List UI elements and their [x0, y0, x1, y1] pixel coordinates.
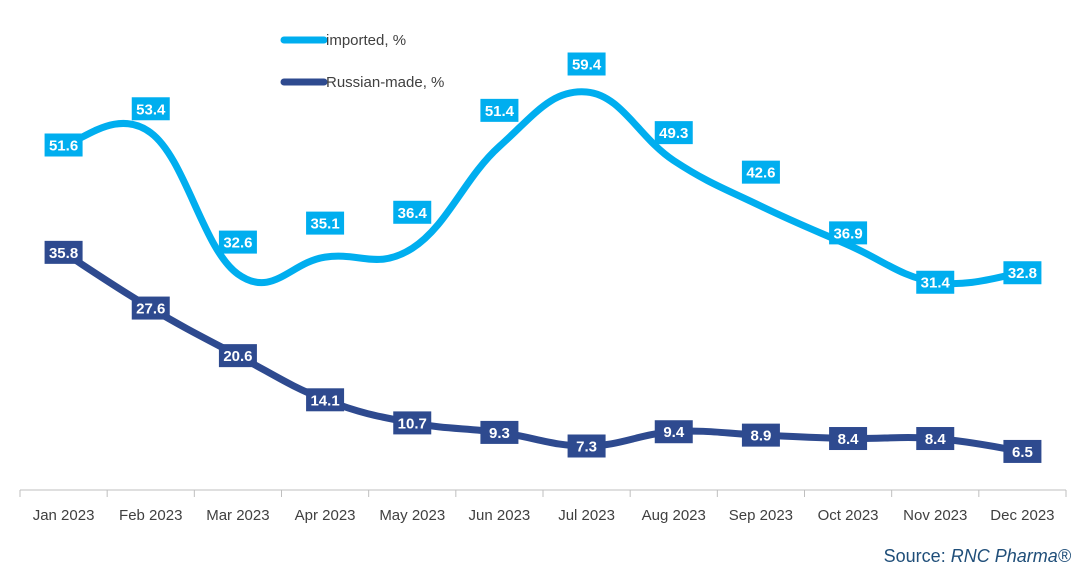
data-label-text: 7.3 [576, 439, 597, 456]
data-label-text: 51.6 [49, 137, 78, 154]
data-label: 9.4 [654, 420, 693, 444]
source-name: RNC Pharma® [950, 546, 1071, 566]
x-tick-label: Jul 2023 [558, 507, 615, 524]
x-axis: Jan 2023 Feb 2023 Mar 2023 Apr 2023 May 2023… [19, 489, 1067, 524]
legend-label: imported, % [326, 32, 406, 49]
data-label: 6.5 [1003, 439, 1042, 463]
data-label-text: 51.4 [485, 103, 515, 120]
data-label-text: 49.3 [659, 125, 688, 142]
data-label-box [480, 420, 519, 444]
data-label: 9.3 [480, 420, 519, 444]
data-label: 10.7 [393, 411, 432, 435]
data-label: 51.4 [480, 98, 519, 122]
series-lines [60, 88, 1026, 455]
data-label-box [741, 423, 780, 447]
data-label-box [567, 52, 606, 76]
data-label-text: 9.4 [663, 424, 685, 441]
data-label-text: 27.6 [136, 301, 165, 318]
data-label-box [916, 427, 955, 451]
x-tick-label: May 2023 [379, 507, 445, 524]
data-label-text: 8.4 [925, 431, 947, 448]
data-label-text: 31.4 [921, 275, 951, 292]
x-tick-label: Dec 2023 [990, 507, 1054, 524]
data-label-text: 32.6 [223, 235, 252, 252]
data-label-box [916, 270, 955, 294]
data-label-box [306, 388, 345, 412]
data-label-box [44, 133, 83, 157]
x-tick-label: Feb 2023 [119, 507, 182, 524]
source-prefix: Source: [883, 546, 951, 566]
data-label-text: 8.4 [838, 431, 860, 448]
legend: imported, % Russian-made, % [280, 32, 444, 91]
data-label-box [218, 230, 257, 254]
x-tick-label: Jan 2023 [33, 507, 95, 524]
source-note: Source: RNC Pharma® [884, 546, 1071, 567]
data-label-text: 8.9 [750, 428, 771, 445]
data-label-box [567, 434, 606, 458]
x-tick-label: Mar 2023 [206, 507, 269, 524]
data-label-box [393, 411, 432, 435]
data-label-text: 59.4 [572, 57, 602, 74]
data-label-box [654, 121, 693, 145]
data-label: 35.1 [306, 211, 345, 235]
data-label: 7.3 [567, 434, 606, 458]
data-label-text: 9.3 [489, 425, 510, 442]
x-tick-label: Jun 2023 [469, 507, 531, 524]
data-label-box [44, 240, 83, 264]
data-label: 14.1 [306, 388, 345, 412]
data-label-box [741, 160, 780, 184]
data-label-text: 20.6 [223, 348, 252, 365]
data-labels: 51.6 53.4 32.6 35.1 36.4 51.4 59.4 49.3 42.6 36.9… [44, 52, 1042, 463]
data-label-text: 36.9 [833, 225, 862, 242]
data-label-box [131, 97, 170, 121]
data-label: 31.4 [916, 270, 955, 294]
data-label-text: 35.1 [310, 216, 339, 233]
series-line-russian-made [60, 248, 1026, 455]
data-label-text: 6.5 [1012, 444, 1033, 461]
data-label: 42.6 [741, 160, 780, 184]
data-label-box [218, 344, 257, 368]
data-label: 27.6 [131, 296, 170, 320]
legend-label: Russian-made, % [326, 74, 444, 91]
data-label-text: 32.8 [1008, 265, 1037, 282]
data-label-text: 10.7 [398, 415, 427, 432]
data-label: 8.4 [916, 427, 955, 451]
series-line-imported [60, 88, 1026, 288]
data-label-box [480, 98, 519, 122]
data-label-box [1003, 439, 1042, 463]
data-label-box [306, 211, 345, 235]
data-label: 35.8 [44, 240, 83, 264]
x-tick-label: Oct 2023 [818, 507, 879, 524]
data-label-box [393, 200, 432, 224]
data-label-box [829, 221, 868, 245]
x-tick-label: Aug 2023 [642, 507, 706, 524]
data-label: 8.9 [741, 423, 780, 447]
data-label-text: 42.6 [746, 165, 775, 182]
data-label: 36.9 [829, 221, 868, 245]
data-label-box [1003, 261, 1042, 285]
data-label-box [654, 420, 693, 444]
data-label: 59.4 [567, 52, 606, 76]
data-label: 32.8 [1003, 261, 1042, 285]
x-tick-label: Apr 2023 [295, 507, 356, 524]
data-label: 51.6 [44, 133, 83, 157]
data-label-text: 53.4 [136, 101, 166, 118]
data-label-text: 36.4 [398, 205, 428, 222]
data-label: 32.6 [218, 230, 257, 254]
data-label: 8.4 [829, 427, 868, 451]
x-tick-label: Sep 2023 [729, 507, 793, 524]
data-label-box [829, 427, 868, 451]
x-tick-label: Nov 2023 [903, 507, 967, 524]
data-label: 49.3 [654, 121, 693, 145]
data-label: 53.4 [131, 97, 170, 121]
data-label: 20.6 [218, 344, 257, 368]
data-label-text: 35.8 [49, 245, 78, 262]
data-label: 36.4 [393, 200, 432, 224]
data-label-box [131, 296, 170, 320]
data-label-text: 14.1 [310, 392, 339, 409]
